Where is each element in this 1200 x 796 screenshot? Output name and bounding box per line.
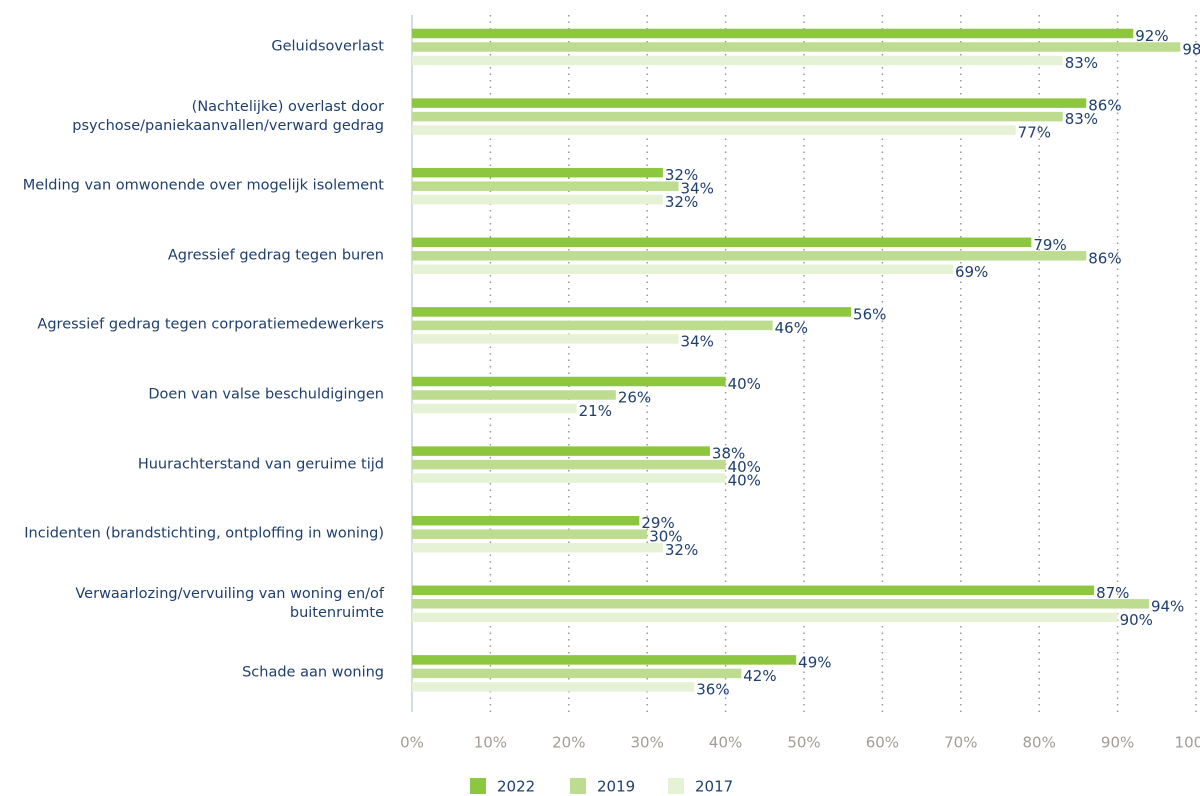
bar [412, 655, 797, 665]
value-label: 21% [579, 402, 612, 420]
bar [412, 237, 1032, 248]
category-label: Verwaarlozing/vervuiling van woning en/o… [75, 585, 384, 621]
category-label: Melding van omwonende over mogelijk isol… [22, 177, 384, 194]
value-label: 94% [1151, 597, 1184, 615]
bar [412, 446, 710, 456]
legend-label: 2019 [597, 778, 635, 796]
value-label: 69% [955, 263, 988, 281]
x-tick-label: 0% [400, 734, 424, 752]
bar [412, 390, 616, 400]
value-label: 46% [775, 319, 808, 337]
bar [412, 599, 1149, 609]
bar [412, 403, 577, 414]
bar [412, 251, 1087, 261]
x-tick-label: 50% [787, 734, 820, 752]
bar [412, 28, 1134, 39]
value-label: 34% [681, 332, 714, 350]
value-label: 30% [649, 528, 682, 546]
bar [412, 515, 640, 526]
value-label: 29% [641, 514, 674, 532]
bar [412, 167, 663, 178]
legend-label: 2017 [695, 778, 733, 796]
x-tick-label: 80% [1023, 734, 1056, 752]
category-label: (Nachtelijke) overlast door psychose/pan… [72, 98, 384, 134]
value-label: 36% [696, 680, 729, 698]
value-label: 87% [1096, 584, 1129, 602]
value-label: 83% [1065, 110, 1098, 128]
bar [412, 264, 953, 275]
x-tick-label: 40% [709, 734, 742, 752]
value-label: 40% [728, 458, 761, 476]
bar [412, 42, 1181, 52]
category-label: Incidenten (brandstichting, ontploffing … [24, 525, 384, 542]
value-label: 56% [853, 305, 886, 323]
value-label: 79% [1033, 236, 1066, 254]
x-tick-label: 60% [866, 734, 899, 752]
bar [412, 473, 726, 483]
value-label: 90% [1120, 611, 1153, 629]
value-label: 26% [618, 389, 651, 407]
x-tick-label: 20% [552, 734, 585, 752]
category-label: Geluidsoverlast [271, 38, 384, 55]
value-label: 49% [798, 653, 831, 671]
bar [412, 125, 1016, 135]
x-tick-label: 90% [1101, 734, 1134, 752]
category-label: Huurachterstand van geruime tijd [137, 456, 384, 473]
category-label: Schade aan woning [242, 664, 384, 681]
legend-swatch [570, 778, 586, 794]
category-label: Doen van valse beschuldigingen [148, 386, 384, 403]
category-label: Agressief gedrag tegen buren [167, 247, 384, 264]
bar [412, 585, 1095, 596]
bar [412, 98, 1087, 108]
bar [412, 111, 1063, 122]
value-label: 40% [728, 375, 761, 393]
value-label: 92% [1135, 27, 1168, 45]
bar [412, 307, 852, 317]
legend-label: 2022 [497, 778, 535, 796]
value-label: 40% [728, 472, 761, 490]
value-label: 86% [1088, 97, 1121, 115]
bar [412, 542, 663, 553]
category-label: Agressief gedrag tegen corporatiemedewer… [37, 316, 384, 333]
value-label: 32% [665, 193, 698, 211]
bar [412, 194, 663, 205]
bar [412, 459, 726, 470]
bar [412, 181, 679, 191]
bar [412, 668, 742, 679]
bar [412, 55, 1063, 66]
bar [412, 320, 773, 331]
x-tick-label: 10% [474, 734, 507, 752]
bar [412, 529, 648, 539]
value-label: 86% [1088, 249, 1121, 267]
value-label: 98% [1182, 41, 1200, 59]
x-tick-label: 100% [1175, 734, 1200, 752]
value-label: 34% [681, 180, 714, 198]
bar [412, 612, 1118, 623]
value-label: 83% [1065, 54, 1098, 72]
legend-swatch [470, 778, 486, 794]
value-label: 77% [1018, 124, 1051, 142]
bar [412, 376, 726, 387]
bar [412, 682, 695, 692]
bar [412, 334, 679, 344]
x-tick-label: 30% [631, 734, 664, 752]
legend-swatch [668, 778, 684, 794]
value-label: 38% [712, 445, 745, 463]
value-label: 42% [743, 667, 776, 685]
value-label: 32% [665, 166, 698, 184]
x-tick-label: 70% [944, 734, 977, 752]
value-label: 32% [665, 541, 698, 559]
